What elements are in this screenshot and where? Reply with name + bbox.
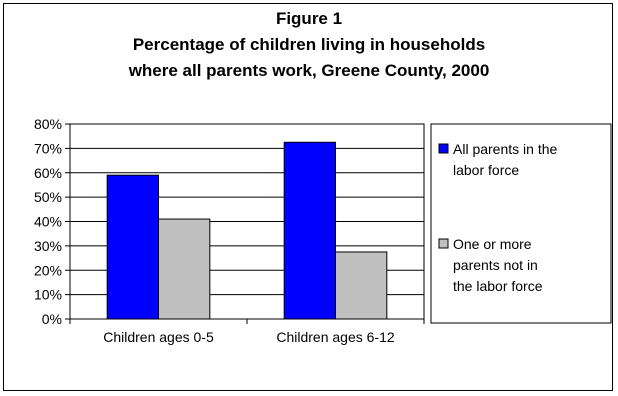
bar <box>158 218 211 320</box>
legend: All parents in the labor force One or more… <box>430 123 612 324</box>
y-tick-label: 0% <box>42 311 62 327</box>
bar <box>106 174 159 320</box>
bar <box>335 251 388 320</box>
y-tick-label: 30% <box>34 238 62 254</box>
chart-title-line-1: Figure 1 <box>275 9 343 28</box>
y-tick-label: 20% <box>34 262 62 278</box>
y-tick-label: 60% <box>34 165 62 181</box>
y-axis-ticks: 0% 10% 20% 30% 40% 50% 60% 70% 80% <box>34 116 70 327</box>
legend-swatch <box>438 238 449 249</box>
y-tick-label: 10% <box>34 287 62 303</box>
chart-title-line-2: Percentage of children living in househo… <box>132 35 486 54</box>
x-axis-ticks: Children ages 0-5 Children ages 6-12 <box>69 319 425 345</box>
y-tick-label: 40% <box>34 214 62 230</box>
y-tick-label: 50% <box>34 189 62 205</box>
legend-swatch <box>438 143 449 154</box>
legend-box <box>430 123 612 324</box>
y-tick-label: 80% <box>34 116 62 132</box>
x-tick-label: Children ages 0-5 <box>103 329 214 345</box>
bar <box>283 141 337 320</box>
y-tick-label: 70% <box>34 140 62 156</box>
x-tick-label: Children ages 6-12 <box>276 329 395 345</box>
legend-label: One or more <box>453 236 532 252</box>
legend-label: parents not in <box>453 257 538 273</box>
legend-label: the labor force <box>453 278 543 294</box>
legend-label: labor force <box>453 162 519 178</box>
chart-title-line-3: where all parents work, Greene County, 2… <box>128 61 490 80</box>
legend-label: All parents in the <box>453 141 557 157</box>
bars <box>106 141 388 320</box>
